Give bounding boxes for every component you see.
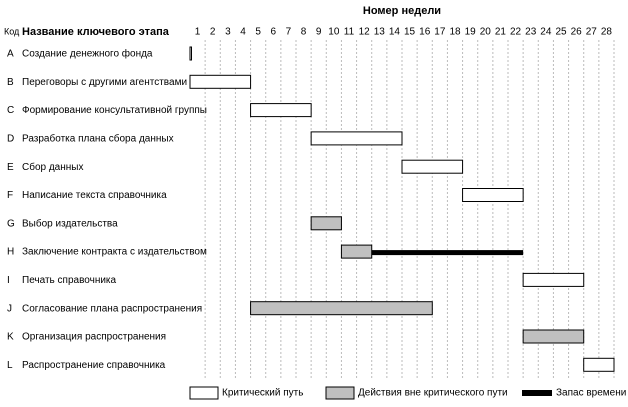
task-name: Распространение справочника xyxy=(22,360,166,371)
week-label: 17 xyxy=(434,27,446,38)
week-label: 15 xyxy=(404,27,416,38)
task-code: G xyxy=(7,218,15,229)
week-label: 14 xyxy=(389,27,401,38)
task-bar xyxy=(401,159,464,174)
week-label: 23 xyxy=(525,27,537,38)
task-bar xyxy=(310,131,403,146)
week-label: 7 xyxy=(286,27,292,38)
task-name: Печать справочника xyxy=(22,275,117,286)
task-code: K xyxy=(7,332,14,343)
task-code: B xyxy=(7,77,14,88)
week-label: 9 xyxy=(316,27,322,38)
week-label: 28 xyxy=(601,27,613,38)
week-label: 8 xyxy=(301,27,307,38)
task-bar xyxy=(583,357,615,372)
legend-swatch xyxy=(189,386,219,400)
week-label: 22 xyxy=(510,27,522,38)
task-code: L xyxy=(7,360,13,371)
task-code: H xyxy=(7,247,14,258)
week-label: 13 xyxy=(374,27,386,38)
task-code: I xyxy=(7,275,10,286)
task-bar xyxy=(189,46,192,61)
week-label: 3 xyxy=(225,27,231,38)
week-label: 25 xyxy=(555,27,567,38)
task-bar xyxy=(189,74,252,89)
task-bar xyxy=(340,244,373,259)
task-code: C xyxy=(7,105,14,116)
task-code: F xyxy=(7,190,13,201)
task-code: A xyxy=(7,49,14,60)
task-name: Организация распространения xyxy=(22,332,166,343)
task-bar xyxy=(250,103,312,118)
week-label: 19 xyxy=(465,27,477,38)
week-label: 20 xyxy=(480,27,492,38)
task-name: Разработка плана сбора данных xyxy=(22,133,174,145)
week-label: 24 xyxy=(540,27,552,38)
week-label: 1 xyxy=(195,27,201,38)
task-bar xyxy=(250,301,433,316)
week-label: 6 xyxy=(271,27,277,38)
week-label: 10 xyxy=(328,27,340,38)
legend-swatch xyxy=(325,386,355,400)
task-name: Выбор издательства xyxy=(22,217,118,229)
legend-swatch xyxy=(522,390,552,396)
week-label: 5 xyxy=(255,27,261,38)
task-name: Сбор данных xyxy=(22,161,83,173)
week-label: 18 xyxy=(449,27,461,38)
task-bar xyxy=(522,329,585,344)
task-name: Написание текста справочника xyxy=(22,190,167,201)
week-label: 12 xyxy=(359,27,371,38)
task-bar xyxy=(310,216,342,231)
week-label: 2 xyxy=(210,27,216,38)
task-name: Согласование плана распространения xyxy=(22,303,202,314)
legend-label: Действия вне критического пути xyxy=(358,388,508,399)
name-header: Название ключевого этапа xyxy=(22,26,170,38)
week-label: 21 xyxy=(495,27,507,38)
task-bar xyxy=(462,188,524,202)
legend-label: Запас времени xyxy=(556,388,626,399)
code-header: Код xyxy=(4,26,20,36)
legend-label: Критический путь xyxy=(222,388,303,399)
week-label: 11 xyxy=(344,27,355,38)
week-label: 26 xyxy=(571,27,583,38)
task-bar xyxy=(522,272,585,287)
week-label: 4 xyxy=(240,27,246,38)
task-name: Переговоры с другими агентствами xyxy=(22,77,187,88)
task-code: D xyxy=(7,134,14,145)
task-name: Создание денежного фонда xyxy=(22,48,153,60)
week-label: 16 xyxy=(419,27,431,38)
task-code: J xyxy=(7,303,12,314)
task-name: Заключение контракта с издательством xyxy=(22,247,207,258)
task-code: E xyxy=(7,162,14,173)
chart-title: Номер недели xyxy=(363,5,441,17)
task-name: Формирование консультативной группы xyxy=(22,105,207,116)
week-label: 27 xyxy=(586,27,598,38)
slack-bar xyxy=(371,250,524,256)
